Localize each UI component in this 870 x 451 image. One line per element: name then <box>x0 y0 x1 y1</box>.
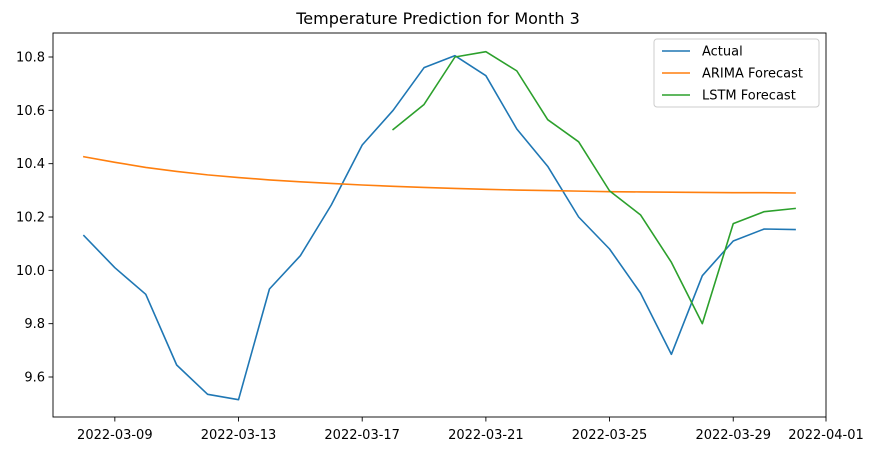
x-tick-label: 2022-03-25 <box>572 428 648 443</box>
legend-label: ARIMA Forecast <box>702 67 803 82</box>
legend-box <box>653 38 820 108</box>
legend-label: LSTM Forecast <box>702 89 796 104</box>
chart-title: Temperature Prediction for Month 3 <box>295 9 580 28</box>
y-tick-label: 10.6 <box>16 104 45 119</box>
legend-label: Actual <box>702 45 743 60</box>
y-tick-label: 9.8 <box>24 317 45 332</box>
x-tick-label: 2022-03-13 <box>201 428 277 443</box>
legend: Actual ARIMA Forecast LSTM Forecast <box>653 38 820 108</box>
x-tick-label: 2022-03-17 <box>324 428 400 443</box>
y-tick-label: 10.4 <box>16 157 45 172</box>
y-tick-label: 10.0 <box>16 264 45 279</box>
x-tick-label: 2022-03-09 <box>77 428 153 443</box>
axes: 2022-03-09 2022-03-13 2022-03-17 2022-03-21… <box>16 32 864 443</box>
x-tick-label: 2022-03-21 <box>448 428 524 443</box>
x-tick-label: 2022-03-29 <box>695 428 771 443</box>
series-line-actual <box>82 54 796 401</box>
x-tick-label: 2022-04-01 <box>788 428 864 443</box>
plot-area <box>82 50 796 401</box>
series-line-lstm-forecast <box>391 50 796 325</box>
y-tick-label: 9.6 <box>24 371 45 386</box>
series-line-arima-forecast <box>82 155 796 194</box>
y-tick-label: 10.8 <box>16 51 45 66</box>
y-tick-label: 10.2 <box>16 211 45 226</box>
axes-frame <box>52 32 827 418</box>
